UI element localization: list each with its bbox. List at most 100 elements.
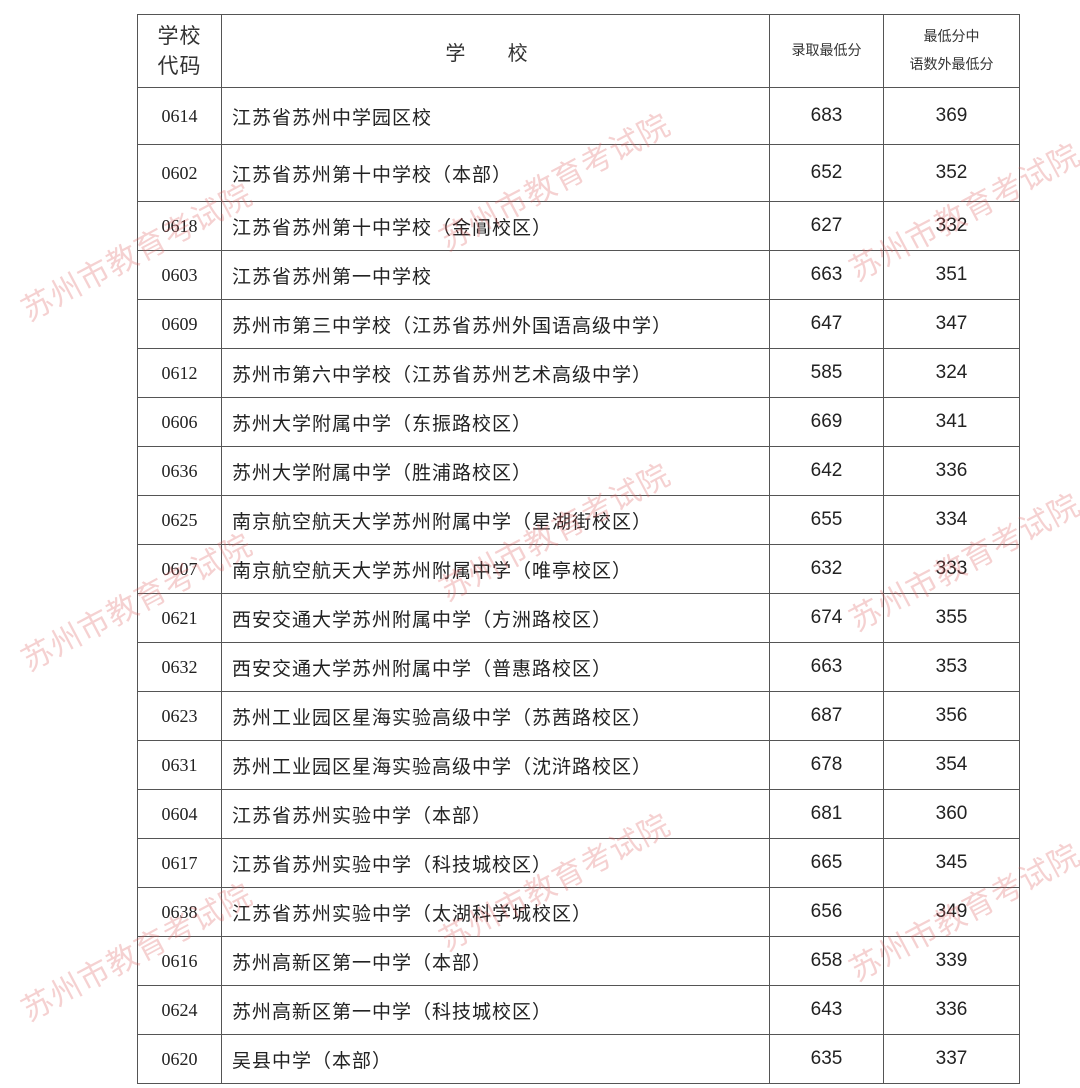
table-row: 0614 江苏省苏州中学园区校 683 369 (137, 87, 1020, 145)
sub-min-score-cell: 351 (883, 250, 1020, 300)
school-name-cell: 江苏省苏州实验中学（本部） (221, 789, 770, 839)
admission-score-table: 学校 代码 学 校 录取最低分 最低分中语数外最低分 0614 江苏省苏州中学园区校… (137, 14, 1020, 1084)
header-school: 学 校 (221, 14, 770, 88)
school-code-cell: 0625 (137, 495, 222, 545)
sub-min-score-cell: 347 (883, 299, 1020, 349)
sub-min-score-cell: 339 (883, 936, 1020, 986)
table-row: 0625 南京航空航天大学苏州附属中学（星湖街校区） 655 334 (137, 495, 1020, 545)
min-score-cell: 627 (769, 201, 884, 251)
school-code-cell: 0620 (137, 1034, 222, 1084)
sub-min-score-cell: 332 (883, 201, 1020, 251)
school-name-cell: 西安交通大学苏州附属中学（普惠路校区） (221, 642, 770, 692)
school-name-cell: 南京航空航天大学苏州附属中学（唯亭校区） (221, 544, 770, 594)
school-code-cell: 0616 (137, 936, 222, 986)
school-name-cell: 苏州大学附属中学（胜浦路校区） (221, 446, 770, 496)
sub-min-score-cell: 355 (883, 593, 1020, 643)
table-row: 0604 江苏省苏州实验中学（本部） 681 360 (137, 789, 1020, 839)
min-score-cell: 681 (769, 789, 884, 839)
school-name-cell: 苏州高新区第一中学（本部） (221, 936, 770, 986)
min-score-cell: 632 (769, 544, 884, 594)
school-code-cell: 0623 (137, 691, 222, 741)
sub-min-score-cell: 334 (883, 495, 1020, 545)
min-score-cell: 655 (769, 495, 884, 545)
school-code-cell: 0617 (137, 838, 222, 888)
min-score-cell: 678 (769, 740, 884, 790)
school-name-cell: 江苏省苏州实验中学（太湖科学城校区） (221, 887, 770, 937)
header-school-code: 学校 代码 (137, 14, 222, 88)
school-code-cell: 0603 (137, 250, 222, 300)
table-row: 0606 苏州大学附属中学（东振路校区） 669 341 (137, 397, 1020, 447)
table-row: 0620 吴县中学（本部） 635 337 (137, 1034, 1020, 1084)
sub-min-score-cell: 354 (883, 740, 1020, 790)
table-row: 0618 江苏省苏州第十中学校（金阊校区） 627 332 (137, 201, 1020, 251)
sub-min-score-cell: 353 (883, 642, 1020, 692)
sub-min-score-cell: 360 (883, 789, 1020, 839)
sub-min-score-cell: 336 (883, 985, 1020, 1035)
table-row: 0603 江苏省苏州第一中学校 663 351 (137, 250, 1020, 300)
table-row: 0602 江苏省苏州第十中学校（本部） 652 352 (137, 144, 1020, 202)
school-code-cell: 0614 (137, 87, 222, 145)
school-code-cell: 0602 (137, 144, 222, 202)
school-code-cell: 0636 (137, 446, 222, 496)
min-score-cell: 683 (769, 87, 884, 145)
school-name-cell: 苏州市第三中学校（江苏省苏州外国语高级中学） (221, 299, 770, 349)
header-sub-line2: 语数外最低分 (909, 57, 994, 73)
table-row: 0624 苏州高新区第一中学（科技城校区） 643 336 (137, 985, 1020, 1035)
header-min-score: 录取最低分 (769, 14, 884, 88)
school-name-cell: 南京航空航天大学苏州附属中学（星湖街校区） (221, 495, 770, 545)
min-score-cell: 585 (769, 348, 884, 398)
sub-min-score-cell: 333 (883, 544, 1020, 594)
school-name-cell: 苏州工业园区星海实验高级中学（苏茜路校区） (221, 691, 770, 741)
school-name-cell: 江苏省苏州第十中学校（金阊校区） (221, 201, 770, 251)
school-name-cell: 苏州市第六中学校（江苏省苏州艺术高级中学） (221, 348, 770, 398)
min-score-cell: 643 (769, 985, 884, 1035)
sub-min-score-cell: 324 (883, 348, 1020, 398)
table-row: 0632 西安交通大学苏州附属中学（普惠路校区） 663 353 (137, 642, 1020, 692)
school-code-cell: 0612 (137, 348, 222, 398)
min-score-cell: 656 (769, 887, 884, 937)
min-score-cell: 647 (769, 299, 884, 349)
school-name-cell: 江苏省苏州第十中学校（本部） (221, 144, 770, 202)
school-code-cell: 0618 (137, 201, 222, 251)
table-row: 0638 江苏省苏州实验中学（太湖科学城校区） 656 349 (137, 887, 1020, 937)
school-code-cell: 0604 (137, 789, 222, 839)
table-row: 0631 苏州工业园区星海实验高级中学（沈浒路校区） 678 354 (137, 740, 1020, 790)
table-row: 0617 江苏省苏州实验中学（科技城校区） 665 345 (137, 838, 1020, 888)
min-score-cell: 674 (769, 593, 884, 643)
table-row: 0607 南京航空航天大学苏州附属中学（唯亭校区） 632 333 (137, 544, 1020, 594)
header-row: 学校 代码 学 校 录取最低分 最低分中语数外最低分 (137, 14, 1020, 88)
table-row: 0616 苏州高新区第一中学（本部） 658 339 (137, 936, 1020, 986)
min-score-cell: 652 (769, 144, 884, 202)
school-code-cell: 0607 (137, 544, 222, 594)
school-code-cell: 0606 (137, 397, 222, 447)
min-score-cell: 663 (769, 250, 884, 300)
sub-min-score-cell: 349 (883, 887, 1020, 937)
school-code-cell: 0632 (137, 642, 222, 692)
min-score-cell: 665 (769, 838, 884, 888)
sub-min-score-cell: 356 (883, 691, 1020, 741)
sub-min-score-cell: 352 (883, 144, 1020, 202)
school-name-cell: 江苏省苏州实验中学（科技城校区） (221, 838, 770, 888)
table-row: 0623 苏州工业园区星海实验高级中学（苏茜路校区） 687 356 (137, 691, 1020, 741)
sub-min-score-cell: 336 (883, 446, 1020, 496)
school-code-cell: 0638 (137, 887, 222, 937)
header-sub-line1: 最低分中 (923, 29, 980, 45)
sub-min-score-cell: 337 (883, 1034, 1020, 1084)
school-code-cell: 0609 (137, 299, 222, 349)
min-score-cell: 669 (769, 397, 884, 447)
school-name-cell: 西安交通大学苏州附属中学（方洲路校区） (221, 593, 770, 643)
header-sub-min-score: 最低分中语数外最低分 (883, 14, 1020, 88)
min-score-cell: 663 (769, 642, 884, 692)
table-row: 0609 苏州市第三中学校（江苏省苏州外国语高级中学） 647 347 (137, 299, 1020, 349)
sub-min-score-cell: 345 (883, 838, 1020, 888)
min-score-cell: 642 (769, 446, 884, 496)
table-row: 0636 苏州大学附属中学（胜浦路校区） 642 336 (137, 446, 1020, 496)
sub-min-score-cell: 369 (883, 87, 1020, 145)
school-name-cell: 吴县中学（本部） (221, 1034, 770, 1084)
school-code-cell: 0621 (137, 593, 222, 643)
min-score-cell: 658 (769, 936, 884, 986)
table-row: 0621 西安交通大学苏州附属中学（方洲路校区） 674 355 (137, 593, 1020, 643)
school-code-cell: 0624 (137, 985, 222, 1035)
table-row: 0612 苏州市第六中学校（江苏省苏州艺术高级中学） 585 324 (137, 348, 1020, 398)
school-name-cell: 江苏省苏州第一中学校 (221, 250, 770, 300)
